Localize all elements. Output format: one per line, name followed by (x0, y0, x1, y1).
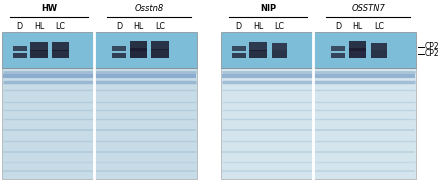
Bar (221, 68, 416, 179)
Bar (151, 41, 169, 50)
Bar (112, 53, 126, 58)
Bar (272, 50, 287, 58)
Bar (2, 32, 197, 68)
Bar (13, 46, 27, 51)
Text: Osstn8: Osstn8 (135, 4, 164, 14)
Bar (232, 53, 246, 58)
Text: D: D (116, 21, 122, 31)
Bar (331, 53, 345, 58)
Bar (13, 53, 27, 58)
Bar (349, 41, 367, 51)
Bar (31, 43, 48, 51)
Text: HL: HL (253, 21, 263, 31)
Bar (221, 32, 416, 68)
Bar (52, 43, 70, 51)
Text: D: D (17, 21, 23, 31)
Text: HL: HL (134, 21, 144, 31)
Bar (272, 43, 287, 50)
Bar (52, 50, 70, 58)
Text: HL: HL (353, 21, 363, 31)
Bar (331, 46, 345, 51)
Text: LC: LC (56, 21, 66, 31)
Text: NIP: NIP (260, 4, 276, 14)
Bar (250, 43, 267, 51)
Text: HL: HL (34, 21, 44, 31)
Text: D: D (335, 21, 341, 31)
Bar (2, 68, 197, 179)
Bar (151, 49, 169, 58)
Text: LC: LC (155, 21, 165, 31)
Text: OSSTN7: OSSTN7 (351, 4, 385, 14)
Bar (371, 43, 387, 50)
Text: HW: HW (41, 4, 57, 14)
Bar (232, 46, 246, 51)
Bar (130, 48, 148, 58)
Text: D: D (236, 21, 242, 31)
Bar (349, 48, 367, 58)
Bar (371, 50, 387, 58)
Text: CP29: CP29 (425, 49, 438, 58)
Text: LC: LC (275, 21, 285, 31)
Text: CP29-P: CP29-P (425, 42, 438, 51)
Bar (112, 46, 126, 51)
Bar (130, 41, 148, 51)
Text: LC: LC (374, 21, 384, 31)
Bar (31, 50, 48, 58)
Bar (250, 50, 267, 58)
